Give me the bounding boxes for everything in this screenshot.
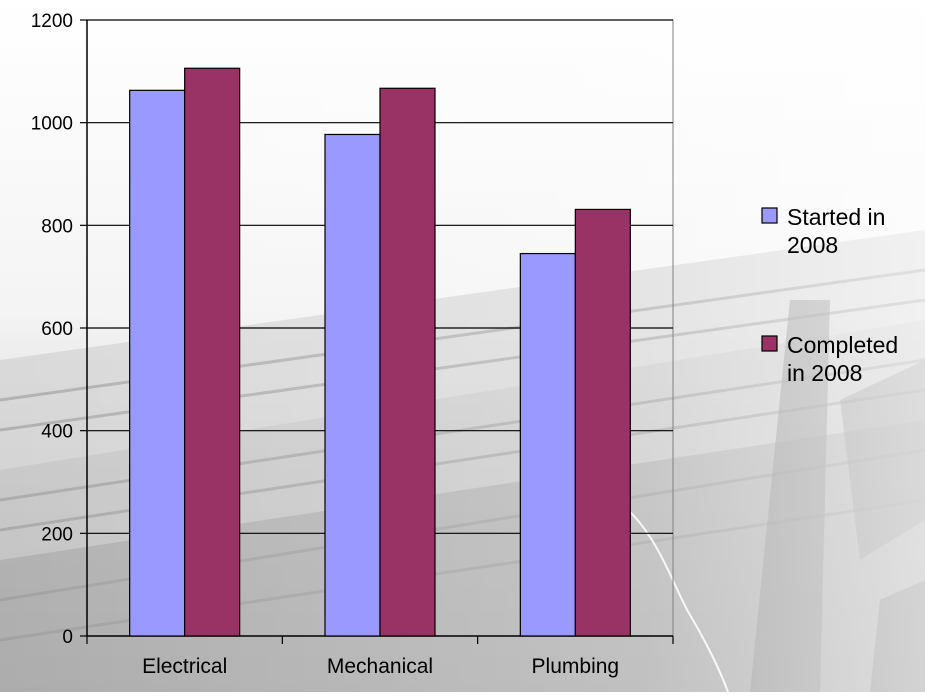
x-tick-label: Electrical [142,655,227,678]
legend-label-line: Started in [787,204,885,230]
legend-swatch [761,207,778,224]
y-tick-label: 400 [41,422,73,443]
y-tick-label: 1200 [31,11,73,32]
bar-completed-in-2008 [574,208,631,637]
legend-label-line: in 2008 [787,360,862,386]
legend-label-line: Completed [787,332,898,358]
x-tick-label: Plumbing [532,655,620,678]
legend-label-line: 2008 [787,232,838,258]
legend-label: Completed in 2008 [787,332,898,386]
bar-completed-in-2008 [184,67,241,637]
bar-started-in-2008 [324,133,381,637]
x-tick-label: Mechanical [327,655,433,678]
bar-started-in-2008 [519,252,576,637]
y-tick-label: 800 [41,216,73,237]
bar-completed-in-2008 [379,87,436,637]
plot-area: 0 200 400 600 800 1000 1200 Electrical Mechanica… [31,11,674,678]
legend: Started in 2008 Completed in 2008 [761,204,898,386]
y-tick-label: 600 [41,319,73,340]
bar-started-in-2008 [129,89,186,637]
legend-swatch [761,335,778,352]
y-tick-label: 1000 [31,114,73,135]
legend-label: Started in 2008 [787,204,885,258]
y-tick-label: 0 [62,627,73,648]
y-tick-label: 200 [41,524,73,545]
